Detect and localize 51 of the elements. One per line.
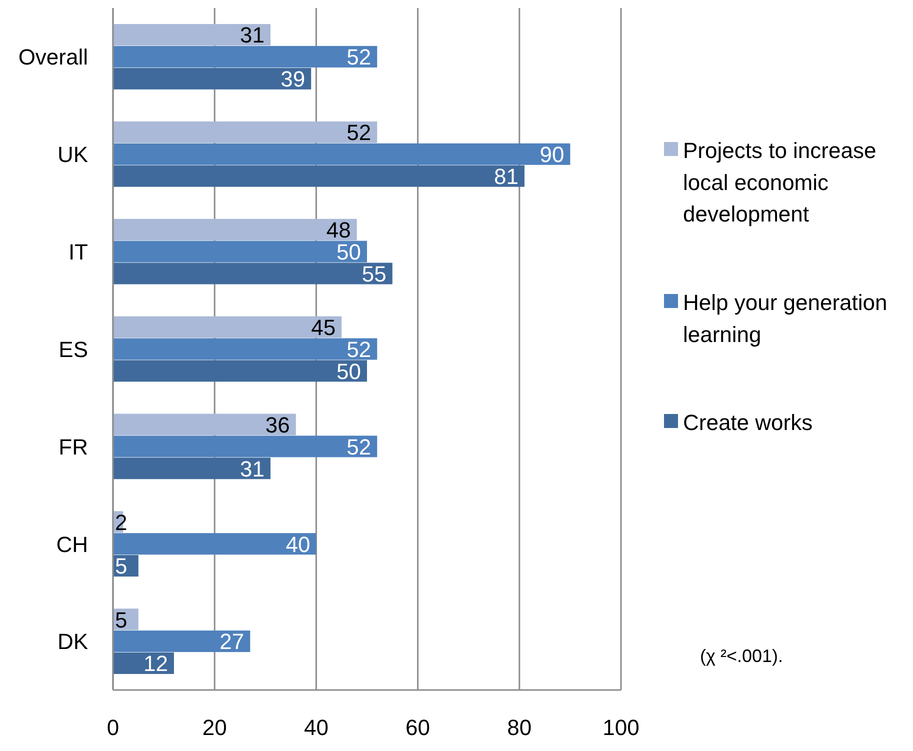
data-label: 5 <box>115 607 128 632</box>
bar <box>113 24 270 46</box>
y-tick-label: Overall <box>18 44 88 70</box>
legend-label: Create works <box>683 410 813 435</box>
legend-label: Help your generation learning <box>683 290 888 347</box>
bar <box>113 360 367 382</box>
data-label: 81 <box>494 164 518 189</box>
bar <box>113 458 270 480</box>
bar <box>113 414 296 436</box>
text: (χ ²<.001). <box>700 646 783 666</box>
data-label: 52 <box>346 434 372 460</box>
data-label: 36 <box>265 412 290 438</box>
x-tick-label: 20 <box>202 715 227 740</box>
data-label: 52 <box>346 44 372 70</box>
bar <box>113 262 392 284</box>
bar <box>113 143 570 165</box>
y-tick-label: CH <box>56 532 88 557</box>
legend-label: Projects to increase local economic development <box>683 138 876 227</box>
data-label: 52 <box>346 120 372 146</box>
x-tick-label: 60 <box>406 715 430 740</box>
x-tick-label: 80 <box>507 715 532 740</box>
bar <box>113 68 312 90</box>
x-tick-label: 40 <box>304 715 328 740</box>
x-tick-label: 0 <box>106 715 120 740</box>
bar <box>113 630 250 652</box>
y-tick-label: UK <box>57 142 88 168</box>
data-label: 12 <box>143 651 168 676</box>
data-label: 31 <box>240 22 264 48</box>
y-tick-label: FR <box>58 434 88 460</box>
data-label: 2 <box>115 510 128 535</box>
data-label: 27 <box>220 629 244 654</box>
data-label: 40 <box>286 532 310 557</box>
bar <box>113 240 367 262</box>
data-label: 31 <box>240 456 264 482</box>
bar <box>113 436 378 458</box>
data-label: 55 <box>362 261 386 286</box>
bar <box>113 165 524 187</box>
bar <box>113 121 378 143</box>
bar <box>113 338 378 360</box>
bar <box>113 316 342 338</box>
data-label: 45 <box>311 314 336 340</box>
y-tick-label: DK <box>57 629 88 654</box>
y-tick-label: IT <box>68 239 88 264</box>
data-label: 5 <box>115 554 128 579</box>
data-label: 90 <box>540 142 564 168</box>
y-tick-label: ES <box>58 336 88 362</box>
bar <box>113 533 316 555</box>
data-label: 39 <box>280 66 306 92</box>
bar <box>113 218 357 240</box>
bar <box>113 46 378 68</box>
x-tick-label: 100 <box>602 715 640 740</box>
